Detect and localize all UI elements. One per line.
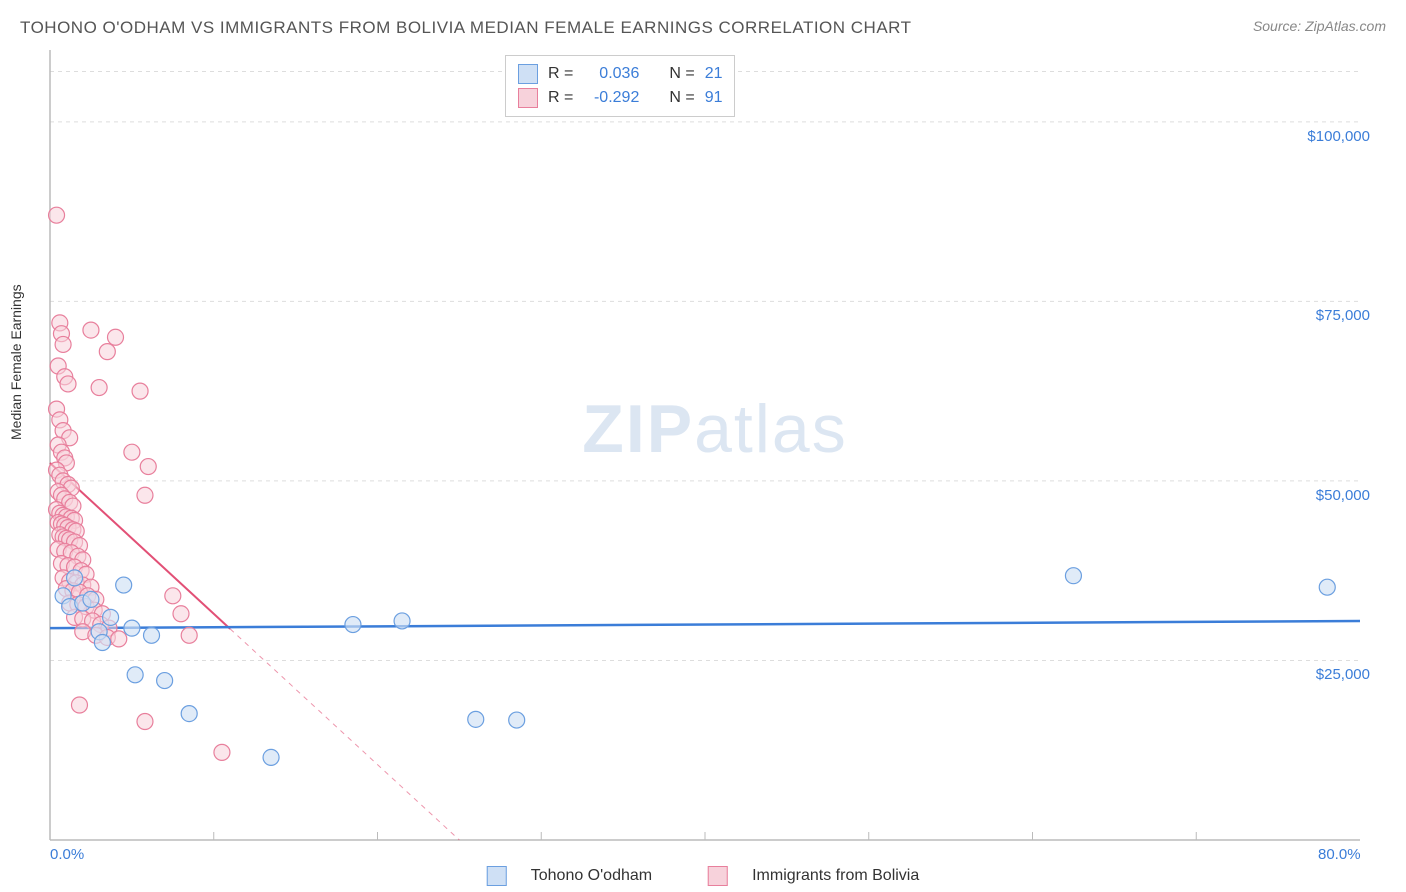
swatch-series1 <box>518 64 538 84</box>
chart-title: TOHONO O'ODHAM VS IMMIGRANTS FROM BOLIVI… <box>20 18 912 38</box>
scatter-plot <box>50 50 1360 840</box>
legend-swatch-series2 <box>708 866 728 886</box>
x-tick-label: 80.0% <box>1318 846 1361 863</box>
r-value-series2: -0.292 <box>583 86 639 110</box>
y-tick-label: $50,000 <box>1316 487 1370 504</box>
y-tick-label: $25,000 <box>1316 666 1370 683</box>
source-attribution: Source: ZipAtlas.com <box>1253 18 1386 34</box>
legend-label-series2: Immigrants from Bolivia <box>752 867 919 885</box>
source-name: ZipAtlas.com <box>1305 18 1386 34</box>
r-label: R = <box>548 62 573 86</box>
x-tick-label: 0.0% <box>50 846 84 863</box>
n-label: N = <box>669 62 694 86</box>
swatch-series2 <box>518 88 538 108</box>
y-tick-label: $100,000 <box>1307 128 1370 145</box>
stats-row-series1: R = 0.036 N = 21 <box>518 62 722 86</box>
n-value-series2: 91 <box>705 86 723 110</box>
source-prefix: Source: <box>1253 18 1305 34</box>
bottom-legend: Tohono O'odham Immigrants from Bolivia <box>487 866 920 886</box>
y-axis-label: Median Female Earnings <box>8 284 24 440</box>
legend-swatch-series1 <box>487 866 507 886</box>
stats-row-series2: R = -0.292 N = 91 <box>518 86 722 110</box>
n-value-series1: 21 <box>705 62 723 86</box>
r-label: R = <box>548 86 573 110</box>
n-label: N = <box>669 86 694 110</box>
stats-box: R = 0.036 N = 21 R = -0.292 N = 91 <box>505 55 735 117</box>
y-tick-label: $75,000 <box>1316 307 1370 324</box>
legend-label-series1: Tohono O'odham <box>531 867 652 885</box>
chart-area: ZIPatlas R = 0.036 N = 21 R = -0.292 N =… <box>50 50 1380 840</box>
r-value-series1: 0.036 <box>583 62 639 86</box>
